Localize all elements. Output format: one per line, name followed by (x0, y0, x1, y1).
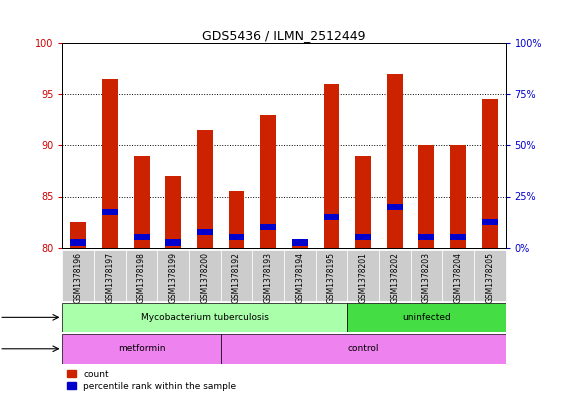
Bar (482, 219, 498, 225)
Bar (260, 115, 276, 248)
Text: GSM1378197: GSM1378197 (106, 252, 114, 303)
Bar (355, 156, 371, 248)
Bar (133, 156, 149, 248)
Bar (379, 250, 411, 301)
Bar (482, 99, 498, 248)
Bar (102, 79, 118, 248)
Bar (189, 250, 221, 301)
Bar (347, 303, 506, 332)
Bar (260, 224, 276, 230)
Bar (284, 250, 316, 301)
Bar (70, 239, 86, 246)
Bar (62, 334, 221, 364)
Text: GSM1378204: GSM1378204 (454, 252, 462, 303)
Bar (324, 214, 339, 220)
Bar (292, 239, 308, 246)
Text: GSM1378202: GSM1378202 (390, 252, 399, 303)
Bar (355, 234, 371, 241)
Bar (419, 145, 435, 248)
Bar (442, 250, 474, 301)
Bar (411, 250, 442, 301)
Bar (94, 250, 126, 301)
Bar (165, 239, 181, 246)
Bar (102, 209, 118, 215)
Bar (450, 145, 466, 248)
Bar (221, 334, 506, 364)
Bar (62, 250, 94, 301)
Bar (165, 176, 181, 248)
Bar (126, 250, 157, 301)
Bar (157, 250, 189, 301)
Text: GSM1378200: GSM1378200 (201, 252, 210, 303)
Bar (316, 250, 347, 301)
Bar (70, 222, 86, 248)
Bar (228, 191, 244, 248)
Text: GSM1378194: GSM1378194 (295, 252, 304, 303)
Bar (419, 234, 435, 241)
Bar (387, 204, 403, 210)
Text: GSM1378193: GSM1378193 (264, 252, 273, 303)
Bar (387, 74, 403, 248)
Text: GSM1378201: GSM1378201 (358, 252, 367, 303)
Bar (62, 303, 347, 332)
Text: metformin: metformin (118, 344, 165, 353)
Text: GSM1378196: GSM1378196 (74, 252, 83, 303)
Text: GSM1378195: GSM1378195 (327, 252, 336, 303)
Bar (197, 130, 213, 248)
Bar (221, 250, 252, 301)
Bar (252, 250, 284, 301)
Text: GSM1378192: GSM1378192 (232, 252, 241, 303)
Bar (197, 229, 213, 235)
Text: control: control (348, 344, 379, 353)
Text: GSM1378203: GSM1378203 (422, 252, 431, 303)
Text: uninfected: uninfected (402, 313, 451, 322)
Bar (474, 250, 506, 301)
Title: GDS5436 / ILMN_2512449: GDS5436 / ILMN_2512449 (202, 29, 366, 42)
Text: GSM1378199: GSM1378199 (169, 252, 178, 303)
Bar (450, 234, 466, 241)
Bar (292, 242, 308, 248)
Text: GSM1378198: GSM1378198 (137, 252, 146, 303)
Text: GSM1378205: GSM1378205 (485, 252, 494, 303)
Bar (133, 234, 149, 241)
Bar (347, 250, 379, 301)
Bar (228, 234, 244, 241)
Text: Mycobacterium tuberculosis: Mycobacterium tuberculosis (141, 313, 269, 322)
Bar (324, 84, 339, 248)
Legend: count, percentile rank within the sample: count, percentile rank within the sample (67, 370, 236, 391)
